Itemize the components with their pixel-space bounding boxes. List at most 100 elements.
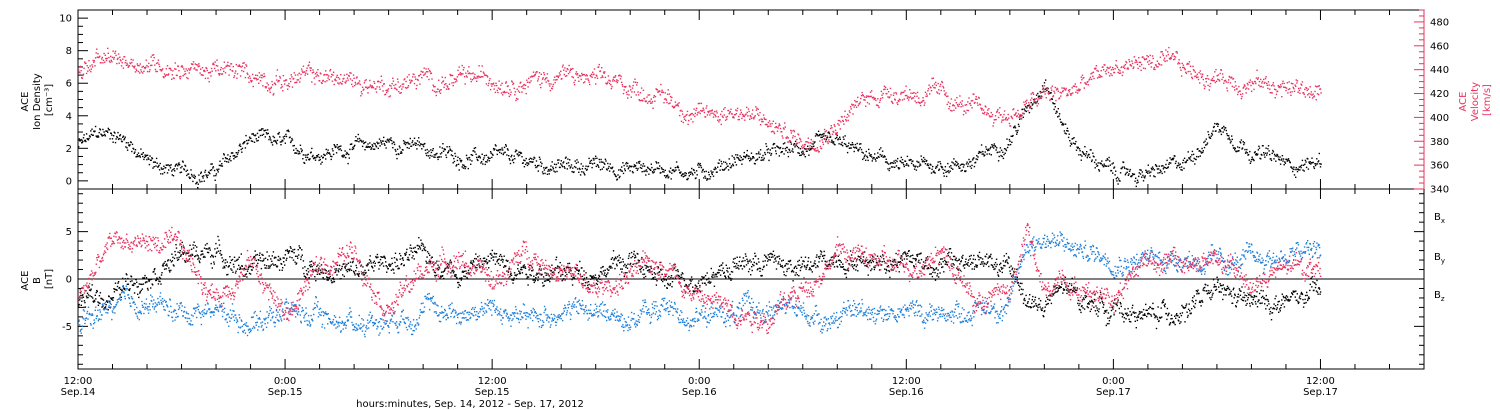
- data-point: [277, 133, 280, 135]
- data-point: [1304, 88, 1306, 91]
- data-point: [1181, 169, 1183, 171]
- data-point: [322, 277, 324, 279]
- data-point: [859, 101, 861, 103]
- data-point: [930, 164, 932, 166]
- data-point: [1176, 167, 1178, 169]
- data-point: [154, 268, 156, 270]
- data-point: [724, 119, 727, 121]
- data-point: [770, 152, 773, 155]
- data-point: [491, 153, 494, 155]
- data-point: [1055, 99, 1057, 102]
- data-point: [1014, 113, 1017, 115]
- data-point: [335, 146, 337, 148]
- data-point: [335, 268, 338, 270]
- data-point: [966, 109, 968, 112]
- data-point: [1223, 125, 1225, 128]
- data-point: [388, 96, 390, 98]
- data-point: [847, 119, 849, 122]
- data-point: [1264, 77, 1267, 80]
- data-point: [498, 80, 500, 82]
- data-point: [1157, 62, 1160, 65]
- data-point: [1110, 73, 1112, 75]
- data-point: [203, 255, 205, 258]
- data-point: [965, 163, 968, 165]
- data-point: [307, 268, 309, 270]
- data-point: [416, 84, 418, 87]
- data-point: [176, 259, 179, 261]
- data-point: [259, 76, 261, 78]
- data-point: [994, 115, 997, 117]
- data-point: [1196, 73, 1198, 76]
- data-point: [1177, 61, 1180, 64]
- data-point: [1058, 98, 1060, 100]
- data-point: [137, 155, 139, 158]
- data-point: [233, 256, 236, 258]
- data-point: [1156, 165, 1158, 168]
- data-point: [576, 74, 578, 76]
- data-point: [1261, 154, 1263, 156]
- data-point: [398, 86, 401, 88]
- data-point: [877, 152, 879, 154]
- data-point: [566, 168, 568, 170]
- data-point: [656, 162, 658, 164]
- data-point: [380, 256, 382, 258]
- data-point: [1290, 82, 1293, 85]
- data-point: [358, 273, 360, 275]
- data-point: [651, 100, 654, 103]
- data-point: [1173, 157, 1175, 159]
- data-point: [190, 169, 192, 171]
- data-point: [1050, 92, 1052, 94]
- data-point: [736, 156, 738, 159]
- data-point: [1223, 129, 1226, 131]
- data-point: [221, 163, 223, 165]
- data-point: [557, 76, 559, 79]
- data-point: [119, 134, 122, 136]
- data-point: [189, 69, 191, 71]
- data-point: [567, 72, 570, 75]
- data-point: [1258, 147, 1261, 149]
- data-point: [1010, 115, 1012, 118]
- data-point: [1134, 61, 1136, 64]
- data-point: [549, 85, 551, 87]
- data-point: [334, 268, 336, 270]
- data-point: [689, 113, 692, 115]
- data-point: [971, 164, 973, 167]
- data-point: [282, 267, 284, 269]
- data-point: [988, 153, 991, 155]
- data-point: [236, 77, 238, 79]
- data-point: [606, 82, 608, 85]
- data-point: [857, 104, 860, 107]
- data-point: [1296, 82, 1298, 84]
- data-point: [602, 76, 604, 78]
- data-point: [1261, 80, 1264, 83]
- data-point: [515, 97, 518, 100]
- data-point: [853, 150, 855, 153]
- data-point: [1043, 82, 1046, 84]
- data-point: [799, 139, 802, 141]
- data-point: [955, 164, 957, 167]
- data-point: [784, 147, 786, 150]
- data-point: [973, 165, 976, 168]
- data-point: [1176, 52, 1178, 54]
- data-point: [910, 162, 913, 165]
- data-point: [1234, 147, 1236, 149]
- data-point: [191, 253, 193, 256]
- data-point: [1199, 82, 1201, 84]
- data-point: [509, 159, 511, 161]
- data-point: [325, 148, 327, 151]
- data-point: [200, 68, 202, 70]
- data-point: [856, 100, 858, 103]
- data-point: [107, 127, 109, 130]
- data-point: [1191, 77, 1194, 80]
- data-point: [232, 152, 234, 154]
- data-point: [290, 74, 292, 76]
- data-point: [1052, 102, 1054, 104]
- data-point: [380, 141, 382, 144]
- data-point: [1169, 58, 1171, 60]
- data-point: [80, 294, 82, 297]
- data-point: [567, 68, 569, 71]
- data-point: [464, 167, 466, 170]
- data-point: [378, 80, 380, 83]
- data-point: [1145, 171, 1148, 173]
- data-point: [290, 141, 292, 144]
